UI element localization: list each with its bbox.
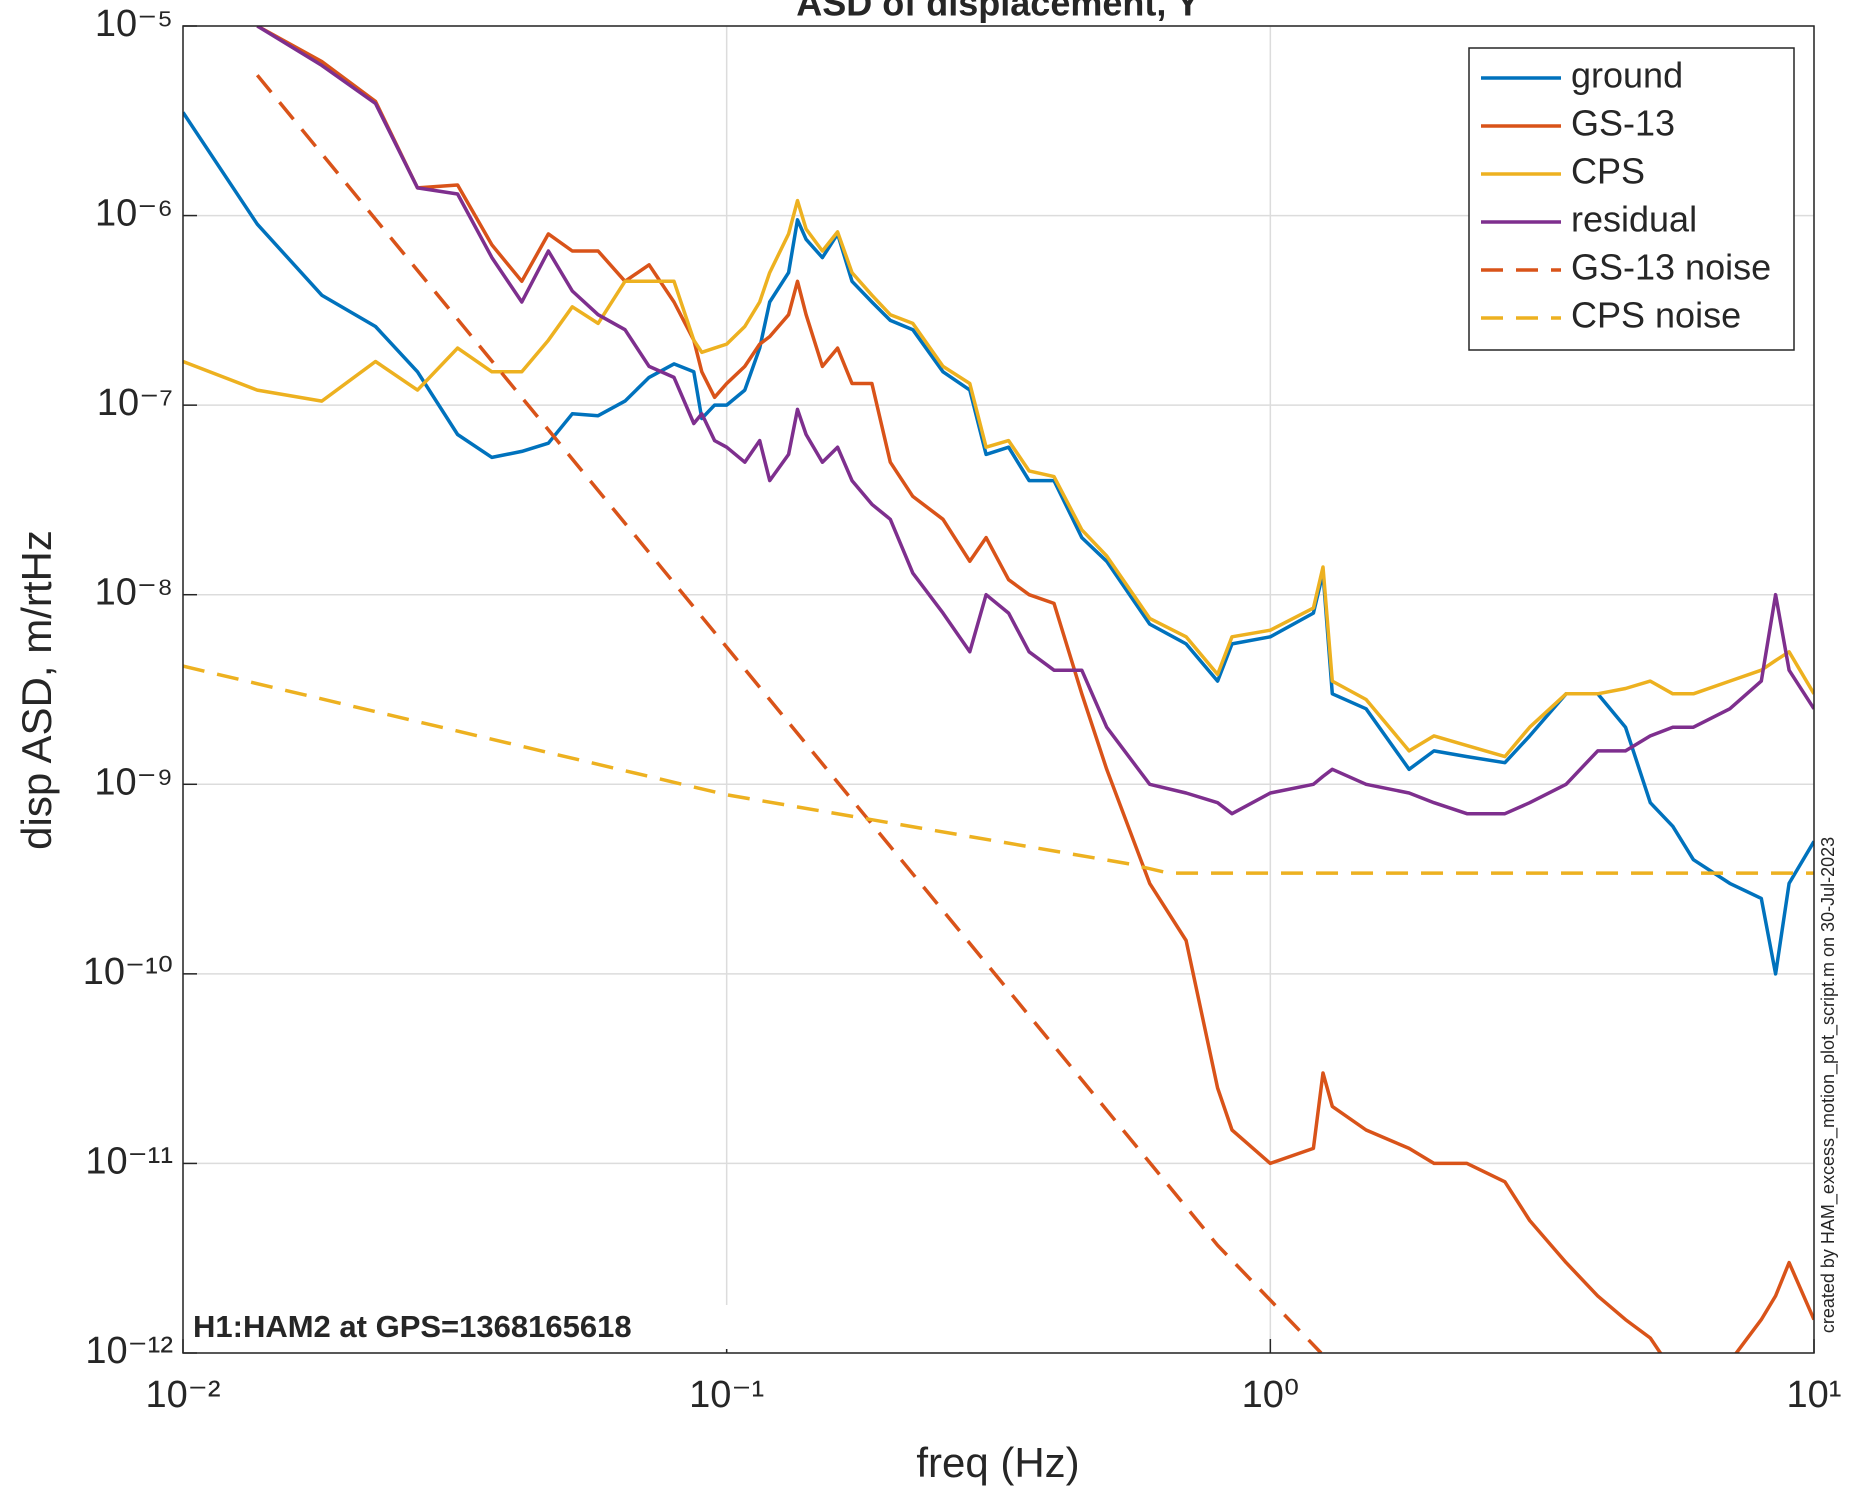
x-tick-label: 10¹ — [1787, 1374, 1842, 1416]
side-note: created by HAM_excess_motion_plot_script… — [1818, 837, 1839, 1333]
lines — [183, 26, 1814, 1353]
y-axis-label: disp ASD, m/rtHz — [13, 530, 60, 850]
legend-label: residual — [1571, 199, 1697, 240]
annotation: H1:HAM2 at GPS=1368165618 — [193, 1309, 632, 1344]
legend-label: GS-13 — [1571, 103, 1675, 144]
x-tick-label: 10⁰ — [1242, 1374, 1300, 1416]
y-tick-label: 10⁻⁷ — [97, 382, 173, 424]
series-line — [256, 26, 1814, 1353]
series-line — [256, 26, 1814, 816]
y-tick-label: 10⁻¹⁰ — [83, 951, 173, 993]
axes-box — [182, 25, 1815, 1354]
legend-label: ground — [1571, 55, 1683, 96]
ticks: 10⁻² 10⁻¹ 10⁰ 10¹ 10⁻¹² 10⁻¹¹ 10⁻¹⁰ 10⁻⁹ 10⁻⁸ 10⁻… — [83, 3, 1842, 1416]
y-tick-label: 10⁻⁵ — [95, 3, 173, 45]
series-line — [183, 198, 1814, 759]
series-line — [255, 74, 1323, 1353]
y-tick-label: 10⁻⁹ — [94, 761, 173, 803]
x-tick-label: 10⁻¹ — [689, 1374, 764, 1416]
legend-label: CPS — [1571, 151, 1645, 192]
legend-label: CPS noise — [1571, 295, 1741, 336]
chart-title: ASD of displacement, Y — [796, 0, 1199, 24]
legend: ground GS-13 CPS residual GS-13 noise CPS noi… — [1468, 47, 1795, 351]
y-tick-label: 10⁻⁶ — [95, 193, 173, 235]
x-tick-label: 10⁻² — [146, 1374, 221, 1416]
annotation-box — [188, 1305, 728, 1349]
legend-label: GS-13 noise — [1571, 247, 1771, 288]
y-tick-label: 10⁻¹² — [85, 1330, 173, 1372]
y-tick-label: 10⁻⁸ — [95, 572, 173, 614]
y-tick-label: 10⁻¹¹ — [85, 1140, 173, 1182]
x-axis-label: freq (Hz) — [916, 1439, 1079, 1486]
legend-box — [1468, 47, 1795, 351]
